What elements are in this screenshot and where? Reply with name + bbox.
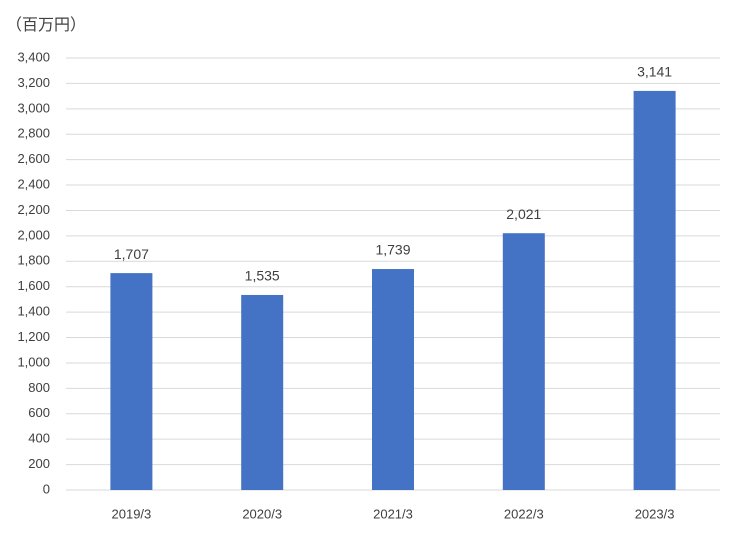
bar	[633, 90, 676, 490]
y-tick-label: 3,000	[17, 100, 50, 115]
value-label: 3,141	[637, 64, 672, 80]
y-tick-label: 0	[43, 481, 50, 496]
y-axis-label: （百万円）	[6, 16, 86, 34]
y-tick-label: 600	[28, 405, 50, 420]
bar	[502, 233, 545, 490]
value-label: 2,021	[506, 206, 541, 222]
x-tick-label: 2021/3	[373, 506, 413, 521]
y-tick-label: 1,600	[17, 278, 50, 293]
value-label: 1,739	[375, 242, 410, 258]
bar	[372, 269, 414, 490]
y-tick-label: 1,200	[17, 329, 50, 344]
y-tick-label: 400	[28, 431, 50, 446]
y-tick-label: 2,200	[17, 202, 50, 217]
y-tick-label: 1,800	[17, 253, 50, 268]
x-tick-label: 2022/3	[504, 506, 544, 521]
x-tick-label: 2019/3	[112, 506, 152, 521]
y-tick-label: 800	[28, 380, 50, 395]
y-tick-label: 1,000	[17, 354, 50, 369]
y-tick-label: 200	[28, 456, 50, 471]
x-tick-label: 2020/3	[242, 506, 282, 521]
bar	[110, 273, 153, 490]
y-tick-label: 2,000	[17, 227, 50, 242]
x-tick-label: 2023/3	[635, 506, 675, 521]
value-label: 1,535	[245, 268, 280, 284]
y-tick-label: 3,200	[17, 75, 50, 90]
value-label: 1,707	[114, 246, 149, 262]
y-tick-label: 1,400	[17, 304, 50, 319]
y-tick-label: 3,400	[17, 49, 50, 64]
bar	[241, 294, 284, 490]
y-tick-label: 2,400	[17, 176, 50, 191]
y-tick-label: 2,600	[17, 151, 50, 166]
y-tick-label: 2,800	[17, 126, 50, 141]
